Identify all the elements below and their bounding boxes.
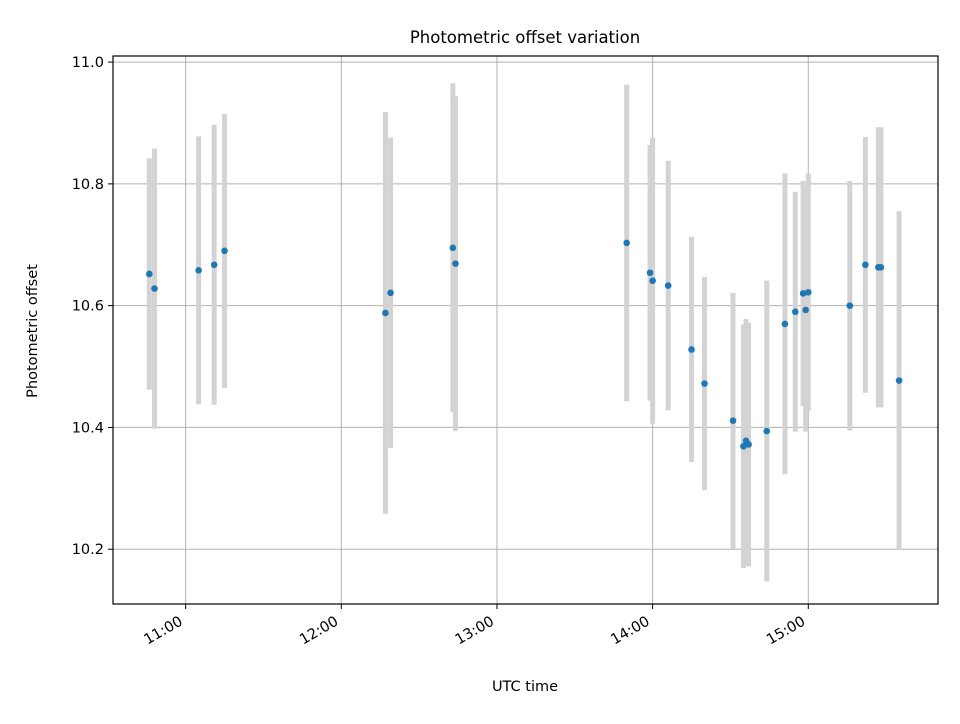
data-point [221,247,228,255]
data-point [452,260,459,267]
y-tick-label: 10.6 [72,299,104,315]
data-point [449,244,457,252]
data-point [763,427,771,435]
data-point [649,277,656,284]
data-point [382,309,389,317]
data-point [151,285,158,292]
data-point [146,270,153,278]
data-point [781,320,789,328]
data-point [387,289,394,297]
y-tick-label: 10.8 [72,177,104,193]
data-point [646,269,654,277]
data-point [802,306,809,314]
data-point [623,239,630,247]
data-point [804,288,812,296]
y-tick-label: 10.4 [72,420,104,436]
chart-title: Photometric offset variation [410,28,640,47]
data-point [862,261,869,269]
x-axis-label: UTC time [492,679,558,695]
data-point [664,282,672,289]
point-layer [146,239,903,450]
plot-frame [112,55,939,605]
data-point [740,442,747,450]
data-point [688,346,695,353]
y-axis-label: Photometric offset [25,264,41,398]
y-tick-label: 11.0 [72,55,104,71]
data-point [729,417,737,425]
data-point [745,441,752,448]
data-point [195,267,202,274]
data-point [701,380,708,387]
y-tick-label: 10.2 [72,542,104,558]
data-point [877,263,885,271]
data-point [799,290,807,297]
data-point [210,261,218,269]
data-point [792,308,799,316]
data-point [895,377,903,384]
data-point [846,302,854,309]
